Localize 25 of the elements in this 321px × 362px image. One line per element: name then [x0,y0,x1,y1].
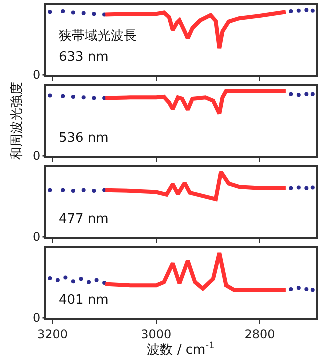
text: 0 [33,68,41,82]
annotation: 477 nm [59,212,109,227]
point [79,277,84,282]
x-tick-label: 3000 [141,327,172,342]
annotation: 狭帯域光波長 [59,29,137,44]
text: 0 [33,230,41,244]
annotation: 401 nm [59,293,109,308]
point [48,276,52,280]
point [296,286,301,290]
text: 0 [33,149,41,163]
point [71,280,76,284]
text: 0 [33,311,41,325]
x-tick-label: 3200 [37,327,68,342]
point [310,288,315,292]
point [64,276,68,280]
point [94,278,99,282]
point [56,278,60,282]
annotation: 536 nm [59,131,109,146]
annotation: 633 nm [59,50,109,65]
x-axis-title: 波数 / cm$^{-1}$ [147,341,215,358]
point [87,280,92,284]
x-tick-label: 2800 [244,327,276,342]
point [304,287,309,292]
point [289,287,294,292]
y-axis-title: 和周波光強度 [9,82,26,160]
